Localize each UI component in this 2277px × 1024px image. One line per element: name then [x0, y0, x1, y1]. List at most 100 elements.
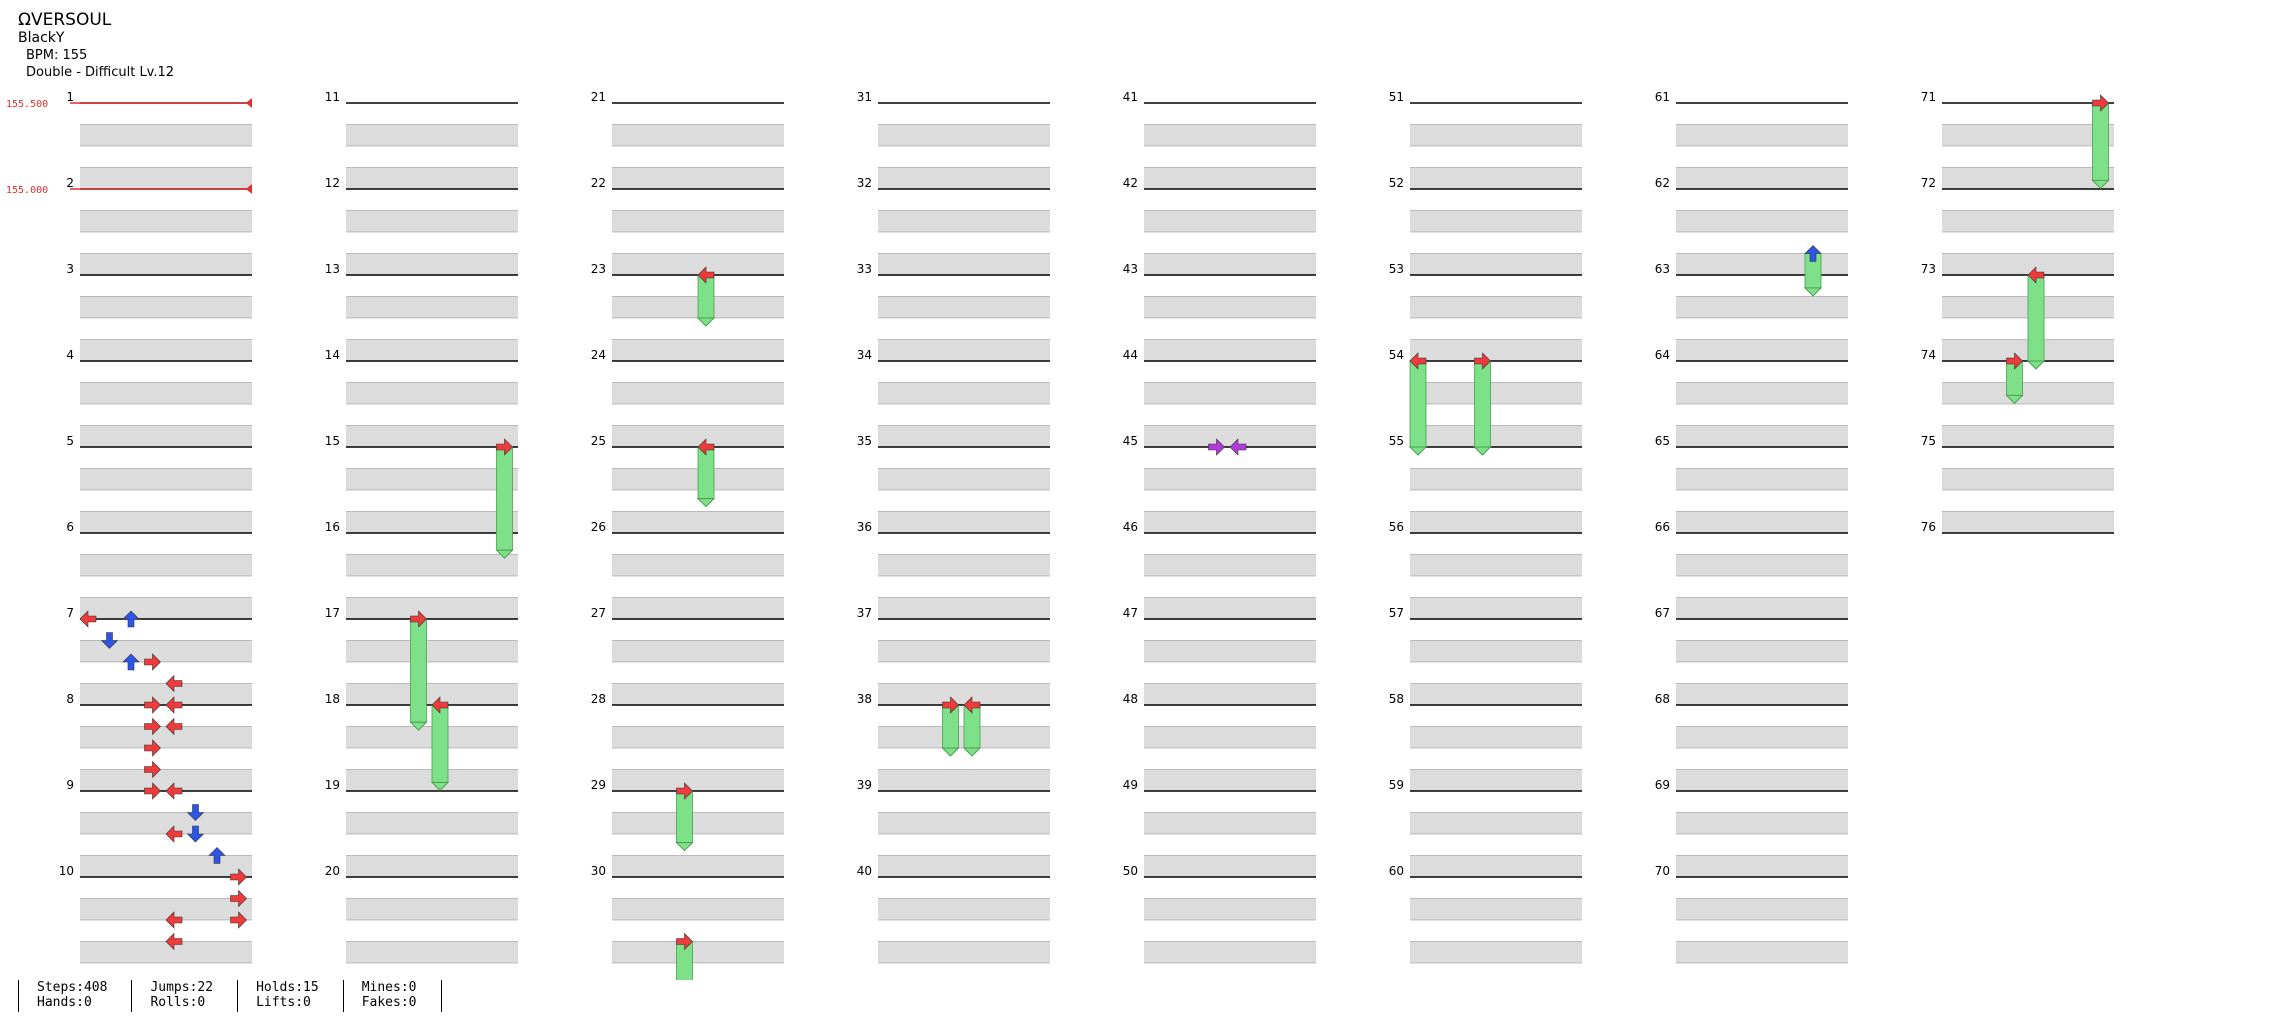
beat-row — [1144, 554, 1316, 576]
beat-row — [1410, 554, 1582, 576]
beat-row — [1676, 726, 1848, 748]
measure-number: 24 — [591, 348, 606, 362]
beat-row — [878, 640, 1050, 662]
measure-number: 36 — [857, 520, 872, 534]
beat-row — [1676, 898, 1848, 920]
beat-row — [346, 554, 518, 576]
measure-number: 48 — [1123, 692, 1138, 706]
measure-number: 55 — [1389, 434, 1404, 448]
measure-number: 3 — [66, 262, 74, 276]
measure-number: 33 — [857, 262, 872, 276]
beat-row — [612, 683, 784, 705]
measure-number: 15 — [325, 434, 340, 448]
step-arrow-icon — [144, 653, 161, 671]
beat-row — [1676, 769, 1848, 791]
beat-row — [1676, 468, 1848, 490]
hold-body — [2027, 274, 2045, 362]
step-arrow-icon — [165, 911, 183, 929]
beat-row — [346, 425, 518, 447]
beat-row — [346, 597, 518, 619]
beat-row — [1942, 382, 2114, 404]
hold-tail-icon — [2005, 394, 2024, 405]
beat-row — [612, 640, 784, 662]
stat-hands: Hands:0 — [37, 995, 92, 1010]
beat-row — [1410, 898, 1582, 920]
measure-number: 59 — [1389, 778, 1404, 792]
measure-number: 66 — [1655, 520, 1670, 534]
step-arrow-icon — [144, 717, 161, 736]
beat-row — [1144, 253, 1316, 275]
hold-tail-icon — [1803, 287, 1823, 297]
artist-name: BlackY — [18, 30, 65, 46]
hold-body — [410, 618, 427, 723]
measure-number: 28 — [591, 692, 606, 706]
measure-number: 20 — [325, 864, 340, 878]
beat-row — [1410, 855, 1582, 877]
step-arrow-icon — [431, 696, 449, 714]
beat-row — [80, 425, 252, 447]
measure-number: 39 — [857, 778, 872, 792]
hold-body — [1474, 360, 1491, 448]
beat-row — [1144, 769, 1316, 791]
beat-row — [346, 898, 518, 920]
measure-number: 2 — [66, 176, 74, 190]
measure-number: 49 — [1123, 778, 1138, 792]
beat-row — [878, 167, 1050, 189]
difficulty-label: Double - Difficult Lv.12 — [26, 65, 175, 80]
measure-number: 21 — [591, 90, 606, 104]
measure-number: 30 — [591, 864, 606, 878]
step-arrow-icon — [676, 782, 693, 800]
step-arrow-icon — [1804, 245, 1822, 262]
bpm-marker-icon — [246, 98, 252, 108]
beat-row — [1676, 382, 1848, 404]
beat-row — [878, 210, 1050, 232]
beat-row — [1144, 425, 1316, 447]
step-arrow-icon — [144, 782, 161, 800]
measure-number: 54 — [1389, 348, 1404, 362]
beat-row — [80, 726, 252, 748]
measure-number: 6 — [66, 520, 74, 534]
measure-number: 56 — [1389, 520, 1404, 534]
measure-number: 44 — [1123, 348, 1138, 362]
beat-row — [1144, 640, 1316, 662]
beat-row — [1942, 468, 2114, 490]
hold-tail-icon — [941, 747, 960, 757]
beat-row — [1410, 468, 1582, 490]
measure-number: 57 — [1389, 606, 1404, 620]
step-arrow-icon — [963, 696, 981, 714]
beat-row — [1144, 167, 1316, 189]
stats-footer: Steps:408 Hands:0 Jumps:22 Rolls:0 Holds… — [18, 980, 442, 1012]
beat-row — [1410, 339, 1582, 361]
beat-row — [80, 511, 252, 533]
beat-row — [1144, 726, 1316, 748]
beat-row — [1676, 941, 1848, 963]
step-arrow-icon — [144, 760, 161, 779]
hold-body — [1409, 360, 1427, 448]
song-header: ΩVERSOUL BlackY BPM: 155 Double - Diffic… — [18, 10, 174, 81]
measure-number: 19 — [325, 778, 340, 792]
beat-row — [1676, 167, 1848, 189]
measure-number: 25 — [591, 434, 606, 448]
beat-row — [1144, 124, 1316, 146]
beat-row — [1942, 124, 2114, 146]
measure-number: 4 — [66, 348, 74, 362]
step-arrow-icon — [230, 911, 247, 929]
measure-number: 42 — [1123, 176, 1138, 190]
measure-number: 8 — [66, 692, 74, 706]
measure-number: 41 — [1123, 90, 1138, 104]
beat-row — [80, 210, 252, 232]
beat-row — [346, 468, 518, 490]
measure-number: 17 — [325, 606, 340, 620]
measure-number: 14 — [325, 348, 340, 362]
beat-row — [80, 597, 252, 619]
stat-lifts: Lifts:0 — [256, 995, 311, 1010]
measure-number: 46 — [1123, 520, 1138, 534]
bpm-change-label: 155.500 — [6, 99, 48, 110]
hold-body — [431, 704, 449, 783]
step-arrow-icon — [100, 632, 119, 649]
beat-row — [346, 253, 518, 275]
beat-row — [878, 898, 1050, 920]
beat-row — [80, 382, 252, 404]
beat-row — [878, 683, 1050, 705]
bpm-change-label: 155.000 — [6, 185, 48, 196]
